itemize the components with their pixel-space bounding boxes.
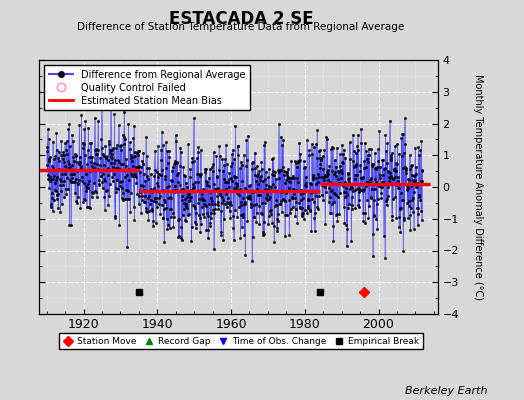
Legend: Station Move, Record Gap, Time of Obs. Change, Empirical Break: Station Move, Record Gap, Time of Obs. C… <box>59 333 423 350</box>
Text: Difference of Station Temperature Data from Regional Average: Difference of Station Temperature Data f… <box>78 22 405 32</box>
Text: ESTACADA 2 SE: ESTACADA 2 SE <box>169 10 313 28</box>
Y-axis label: Monthly Temperature Anomaly Difference (°C): Monthly Temperature Anomaly Difference (… <box>473 74 483 300</box>
Legend: Difference from Regional Average, Quality Control Failed, Estimated Station Mean: Difference from Regional Average, Qualit… <box>44 65 250 110</box>
Text: Berkeley Earth: Berkeley Earth <box>405 386 487 396</box>
